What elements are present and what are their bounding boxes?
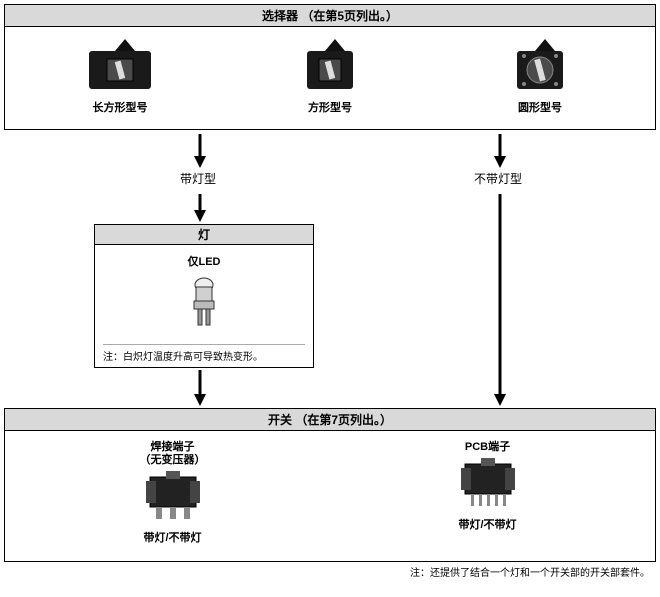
selector-item-round: 圆形型号 <box>505 37 575 115</box>
arrow-down-icon <box>192 194 208 222</box>
branch-labels: 带灯型 不带灯型 <box>4 170 656 194</box>
branch-right-label: 不带灯型 <box>474 170 522 187</box>
lamp-subtitle: 仅LED <box>103 253 305 269</box>
switch-item-solder: 焊接端子 （无变压器） 带灯/不带灯 <box>140 441 206 545</box>
branch-left-label: 带灯型 <box>180 170 216 187</box>
switch-top-label: 焊接端子 <box>140 441 206 454</box>
selector-item-rect: 长方形型号 <box>85 37 155 115</box>
selector-item-square: 方形型号 <box>295 37 365 115</box>
arrow-down-icon <box>192 370 208 406</box>
arrow-row-3 <box>4 368 656 408</box>
switch-header: 开关 （在第7页列出。） <box>4 408 656 431</box>
selector-header: 选择器 （在第5页列出。） <box>4 4 656 27</box>
switch-bottom-label: 带灯/不带灯 <box>458 516 516 532</box>
arrow-down-icon <box>492 368 508 406</box>
arrow-row-2 <box>4 194 656 224</box>
lamp-note: 注：白炽灯温度升高可导致热变形。 <box>103 344 305 363</box>
square-switch-icon <box>295 37 365 93</box>
selector-label: 长方形型号 <box>93 99 148 115</box>
led-lamp-icon <box>184 275 224 329</box>
rect-switch-icon <box>85 37 155 93</box>
arrow-down-icon <box>192 134 208 168</box>
arrow-row-1 <box>4 130 656 170</box>
line-down-icon <box>497 224 503 368</box>
switch-top-sub: （无变压器） <box>140 454 206 467</box>
switch-box: 焊接端子 （无变压器） 带灯/不带灯 PCB端子 <box>4 431 656 562</box>
arrow-down-icon <box>492 134 508 168</box>
pcb-switch-icon <box>455 458 521 508</box>
switch-footnote: 注：还提供了结合一个灯和一个开关部的开关部套件。 <box>4 562 656 579</box>
line-down-icon <box>497 194 503 224</box>
lamp-box: 灯 仅LED 注：白炽灯温度升高可导致热变形。 <box>94 224 314 368</box>
selector-label: 方形型号 <box>308 99 352 115</box>
solder-switch-icon <box>140 471 206 521</box>
switch-item-pcb: PCB端子 带灯/不带灯 <box>455 441 521 532</box>
switch-top-label: PCB端子 <box>465 441 510 454</box>
selector-box: 长方形型号 方形型号 圆形型号 <box>4 27 656 130</box>
switch-bottom-label: 带灯/不带灯 <box>143 529 201 545</box>
selector-label: 圆形型号 <box>518 99 562 115</box>
round-switch-icon <box>505 37 575 93</box>
lamp-header: 灯 <box>95 225 313 245</box>
